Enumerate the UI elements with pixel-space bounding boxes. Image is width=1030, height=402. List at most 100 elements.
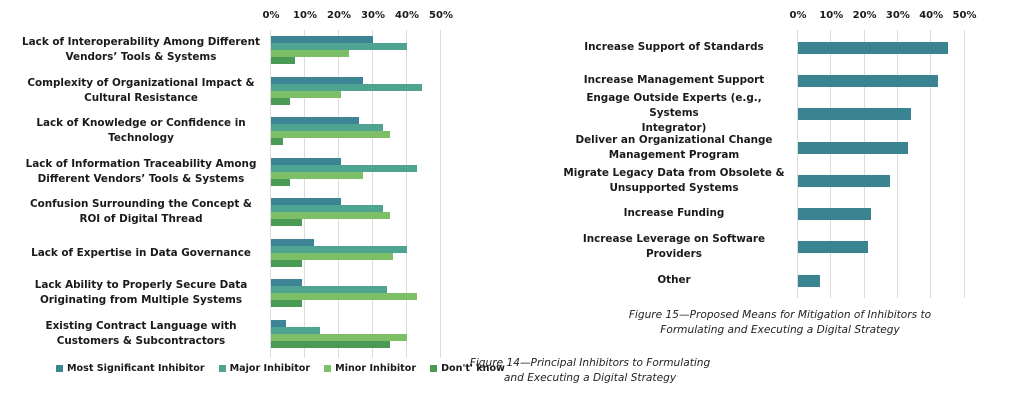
category-label: Lack of Information Traceability Among Di… [20,152,262,192]
bar-proposed-means [798,141,908,154]
bar-major-inhibitor [271,43,407,50]
bar-minor-inhibitor [271,212,390,219]
legend-item: Major Inhibitor [218,363,311,374]
gridline [304,30,305,358]
x-tick-label: 40% [395,10,419,21]
category-label-text: Deliver an Organizational Change Manageme… [576,133,773,163]
figure-14-caption-line-1: Figure 14—Principal Inhibitors to Formul… [469,357,711,369]
legend-item: Minor Inhibitor [324,363,416,374]
bar-proposed-means [798,240,868,253]
x-tick-label: 50% [429,10,453,21]
category-label-line: Lack of Information Traceability Among [25,158,257,170]
category-label-line: Complexity of Organizational Impact & [27,77,255,89]
category-label-line: ROI of Digital Thread [79,213,203,225]
x-tick-label: 10% [293,10,317,21]
category-label-text: Lack of Expertise in Data Governance [31,246,251,261]
category-label-line: Existing Contract Language with [45,320,237,332]
category-label: Migrate Legacy Data from Obsolete & Unsup… [560,164,788,197]
category-label: Increase Leverage on Software Providers [560,230,788,263]
category-label-line: Lack of Knowledge or Confidence in [36,117,246,129]
category-label-line: Cultural Resistance [84,92,198,104]
category-label-line: Unsupported Systems [609,181,739,194]
category-label-line: Increase Support of Standards [584,41,764,53]
category-label-text: Migrate Legacy Data from Obsolete & Unsup… [563,166,784,196]
x-tick-label: 0% [262,10,280,21]
legend-swatch [430,365,438,372]
bar-don-t-know [271,57,295,64]
legend-item: Most Significant Inhibitor [56,363,205,374]
figure-14-legend: Most Significant Inhibitor Major Inhibito… [56,363,519,374]
category-label-text: Existing Contract Language with Customers… [45,319,236,349]
bar-most-significant-inhibitor [271,279,302,286]
figure-15-caption-line-1: Figure 15—Proposed Means for Mitigation … [628,309,932,321]
gridline [863,30,865,298]
x-tick-label: 0% [789,10,807,21]
x-tick-label: 40% [919,10,944,21]
category-label: Complexity of Organizational Impact & Cul… [20,71,262,111]
figure-14-caption: Figure 14—Principal Inhibitors to Formul… [450,356,730,386]
legend-label: Most Significant Inhibitor [67,363,205,374]
legend-label: Don't' know [441,363,505,374]
bar-major-inhibitor [271,205,384,212]
bar-don-t-know [271,179,290,186]
category-label-line: Integrator) [641,122,707,134]
x-tick-label: 30% [885,10,910,21]
category-label-text: Confusion Surrounding the Concept & ROI o… [30,197,252,227]
category-label-text: Increase Funding [624,206,725,221]
category-label: Increase Support of Standards [560,31,788,64]
bar-minor-inhibitor [271,293,418,300]
legend-label: Major Inhibitor [229,363,311,374]
bar-most-significant-inhibitor [271,198,341,205]
category-label-text: Lack of Interoperability Among Different… [22,35,260,65]
legend-swatch [324,365,332,372]
category-label: Engage Outside Experts (e.g., Systems Int… [560,92,788,134]
category-label-line: Lack of Interoperability Among Different [22,36,260,48]
category-label-text: Lack of Information Traceability Among Di… [26,157,257,187]
bar-major-inhibitor [271,327,321,334]
bar-proposed-means [798,41,948,54]
gridline [896,30,898,298]
category-label-text: Lack of Knowledge or Confidence in Techno… [36,116,245,146]
category-label-text: Increase Support of Standards [584,40,763,55]
figure-14-caption-line-2: and Executing a Digital Strategy [503,372,677,384]
bar-minor-inhibitor [271,131,390,138]
category-label-line: Deliver an Organizational Change [575,133,773,146]
gridline [830,30,832,298]
category-label-line: Vendors’ Tools & Systems [65,51,217,63]
category-label-line: Providers [645,247,702,260]
bar-don-t-know [271,300,302,307]
category-label-line: Increase Funding [623,207,725,219]
x-tick-label: 30% [361,10,385,21]
bar-major-inhibitor [271,165,418,172]
x-tick-label: 20% [852,10,877,21]
gridline [406,30,407,358]
bar-most-significant-inhibitor [271,117,360,124]
bar-minor-inhibitor [271,91,341,98]
gridline [797,30,798,298]
bar-minor-inhibitor [271,253,394,260]
bar-minor-inhibitor [271,172,363,179]
legend-swatch [56,365,63,372]
bar-proposed-means [798,207,872,220]
legend-swatch [218,365,226,372]
category-label-line: Customers & Subcontractors [56,335,226,347]
category-label-line: Originating from Multiple Systems [39,294,243,306]
x-tick-label: 50% [952,10,977,21]
category-label: Lack Ability to Properly Secure Data Orig… [20,273,262,313]
bar-don-t-know [271,98,290,105]
category-label: Lack of Expertise in Data Governance [20,233,262,273]
bar-minor-inhibitor [271,50,350,57]
gridline [270,30,271,358]
gridline [963,30,965,298]
category-label: Increase Funding [560,197,788,230]
category-label: Confusion Surrounding the Concept & ROI o… [20,192,262,232]
legend-label: Minor Inhibitor [335,363,417,374]
bar-proposed-means [798,274,820,287]
gridline [338,30,339,358]
category-label-line: Engage Outside Experts (e.g., Systems [586,92,762,119]
category-label: Lack of Knowledge or Confidence in Techno… [20,111,262,151]
x-tick-label: 20% [327,10,351,21]
gridline [440,30,441,358]
category-label-line: Increase Leverage on Software [582,232,766,245]
bar-don-t-know [271,341,390,348]
